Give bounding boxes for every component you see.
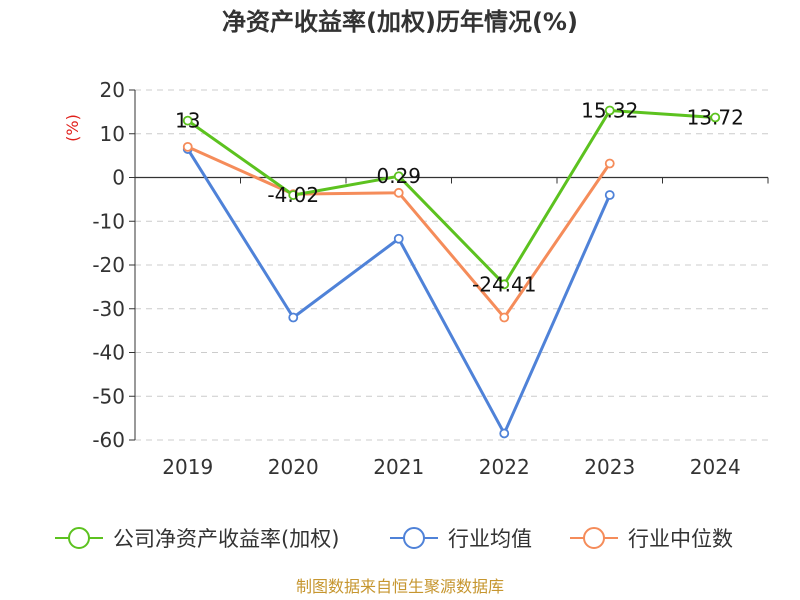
x-tick-label: 2022 (479, 455, 530, 479)
legend-label: 公司净资产收益率(加权) (113, 527, 339, 551)
x-tick-label: 2019 (162, 455, 213, 479)
data-point (499, 279, 510, 290)
y-tick-label: -40 (92, 341, 125, 365)
y-tick-label: -50 (92, 384, 125, 408)
data-point (393, 171, 404, 182)
legend: 公司净资产收益率(加权) 行业均值 行业中位数 (55, 527, 733, 551)
x-tick-label: 2020 (268, 455, 319, 479)
data-point (604, 158, 615, 169)
data-label: 13 (175, 109, 200, 133)
data-point (182, 115, 193, 126)
legend-label: 行业中位数 (628, 527, 733, 551)
y-tick-label: -10 (92, 209, 125, 233)
x-tick-label: 2021 (373, 455, 424, 479)
legend-marker (583, 527, 605, 549)
y-tick-label: -30 (92, 297, 125, 321)
y-axis-label: (%) (63, 114, 82, 142)
x-tick-label: 2023 (584, 455, 635, 479)
data-label: 13.72 (687, 105, 744, 129)
data-labels: 13 -4.02 0.29 -24.41 15.32 13.72 (175, 98, 744, 296)
y-tick-label: -20 (92, 253, 125, 277)
data-label: 15.32 (581, 98, 638, 122)
chart-title: 净资产收益率(加权)历年情况(%) (222, 8, 578, 36)
grid-lines (135, 89, 768, 441)
y-tick-label: 10 (100, 122, 125, 146)
data-point (604, 105, 615, 116)
data-point (710, 112, 721, 123)
y-tick-label: 20 (100, 78, 125, 102)
y-tick-label: 0 (112, 166, 125, 190)
data-point (288, 190, 299, 200)
data-point (393, 187, 404, 198)
data-point (288, 312, 299, 323)
axes: 20 10 0 -10 -20 -30 -40 -50 -60 2019 2020 2021 2022 2… (92, 78, 769, 479)
data-point (182, 141, 193, 152)
data-point (499, 428, 510, 439)
data-point (499, 312, 510, 323)
data-point (393, 233, 404, 244)
data-label: 0.29 (376, 164, 421, 188)
data-label: -4.02 (267, 183, 319, 207)
data-point (604, 190, 615, 200)
x-tick-label: 2024 (690, 455, 741, 479)
data-label: -24.41 (472, 272, 536, 296)
series-lines (182, 105, 721, 439)
legend-label: 行业均值 (448, 527, 532, 551)
source-note: 制图数据来自恒生聚源数据库 (296, 577, 504, 596)
y-tick-label: -60 (92, 428, 125, 452)
legend-marker (403, 527, 425, 549)
series-line (186, 108, 716, 286)
legend-marker (68, 527, 90, 549)
